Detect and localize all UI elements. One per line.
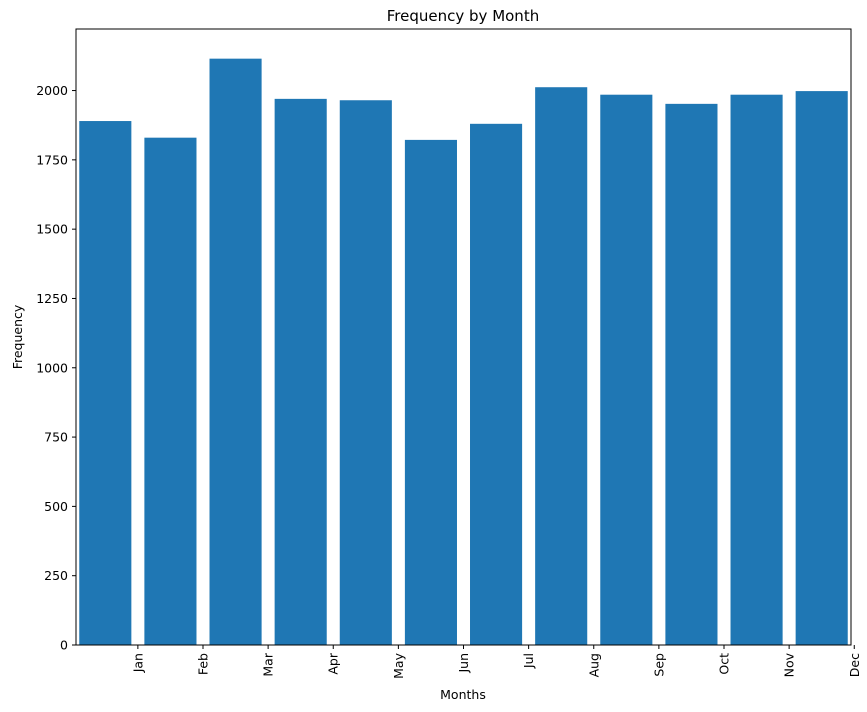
y-tick-label: 2000 bbox=[36, 83, 68, 98]
y-tick-label: 0 bbox=[60, 638, 68, 653]
y-tick-label: 500 bbox=[44, 499, 68, 514]
y-axis-title: Frequency bbox=[10, 304, 25, 369]
x-tick-label-dec: Dec bbox=[847, 653, 862, 677]
y-tick-label: 1250 bbox=[36, 291, 68, 306]
bar-sep bbox=[600, 94, 653, 645]
bar-jul bbox=[470, 123, 523, 645]
bar-nov bbox=[730, 94, 783, 645]
bar-mar bbox=[209, 58, 262, 645]
chart-title: Frequency by Month bbox=[387, 7, 539, 25]
x-tick-label-jul: Jul bbox=[521, 653, 536, 669]
bar-dec bbox=[795, 91, 848, 646]
y-tick-label: 250 bbox=[44, 568, 68, 583]
plot-background bbox=[76, 29, 851, 645]
y-tick-label: 1750 bbox=[36, 152, 68, 167]
bar-feb bbox=[144, 137, 197, 645]
bar-jan bbox=[79, 121, 132, 645]
y-tick-label: 1000 bbox=[36, 360, 68, 375]
x-tick-label-feb: Feb bbox=[195, 653, 210, 675]
x-tick-label-nov: Nov bbox=[782, 652, 797, 677]
bar-oct bbox=[665, 103, 718, 645]
bars-group bbox=[79, 58, 848, 646]
plot-frame bbox=[75, 28, 852, 646]
y-tick-label: 1500 bbox=[36, 222, 68, 237]
bar-jun bbox=[404, 139, 457, 645]
x-tick-label-jun: Jun bbox=[456, 653, 471, 674]
x-tick-label-mar: Mar bbox=[261, 652, 276, 676]
x-axis-ticks: Jan Feb Mar Apr May Jun Jul Aug Sep Oct Nov Dec bbox=[130, 645, 862, 679]
bar-may bbox=[339, 100, 392, 645]
x-axis-title: Months bbox=[440, 687, 486, 702]
x-tick-label-jan: Jan bbox=[130, 653, 145, 673]
x-tick-label-aug: Aug bbox=[586, 653, 601, 677]
y-axis-ticks: 0 250 500 750 1000 1250 1500 1750 2000 bbox=[36, 83, 76, 653]
x-tick-label-apr: Apr bbox=[326, 652, 341, 674]
y-tick-label: 750 bbox=[44, 430, 68, 445]
x-tick-label-may: May bbox=[391, 652, 406, 678]
bar-apr bbox=[274, 98, 327, 645]
x-tick-label-sep: Sep bbox=[651, 653, 666, 677]
bar-aug bbox=[535, 87, 588, 645]
x-tick-label-oct: Oct bbox=[717, 653, 732, 675]
